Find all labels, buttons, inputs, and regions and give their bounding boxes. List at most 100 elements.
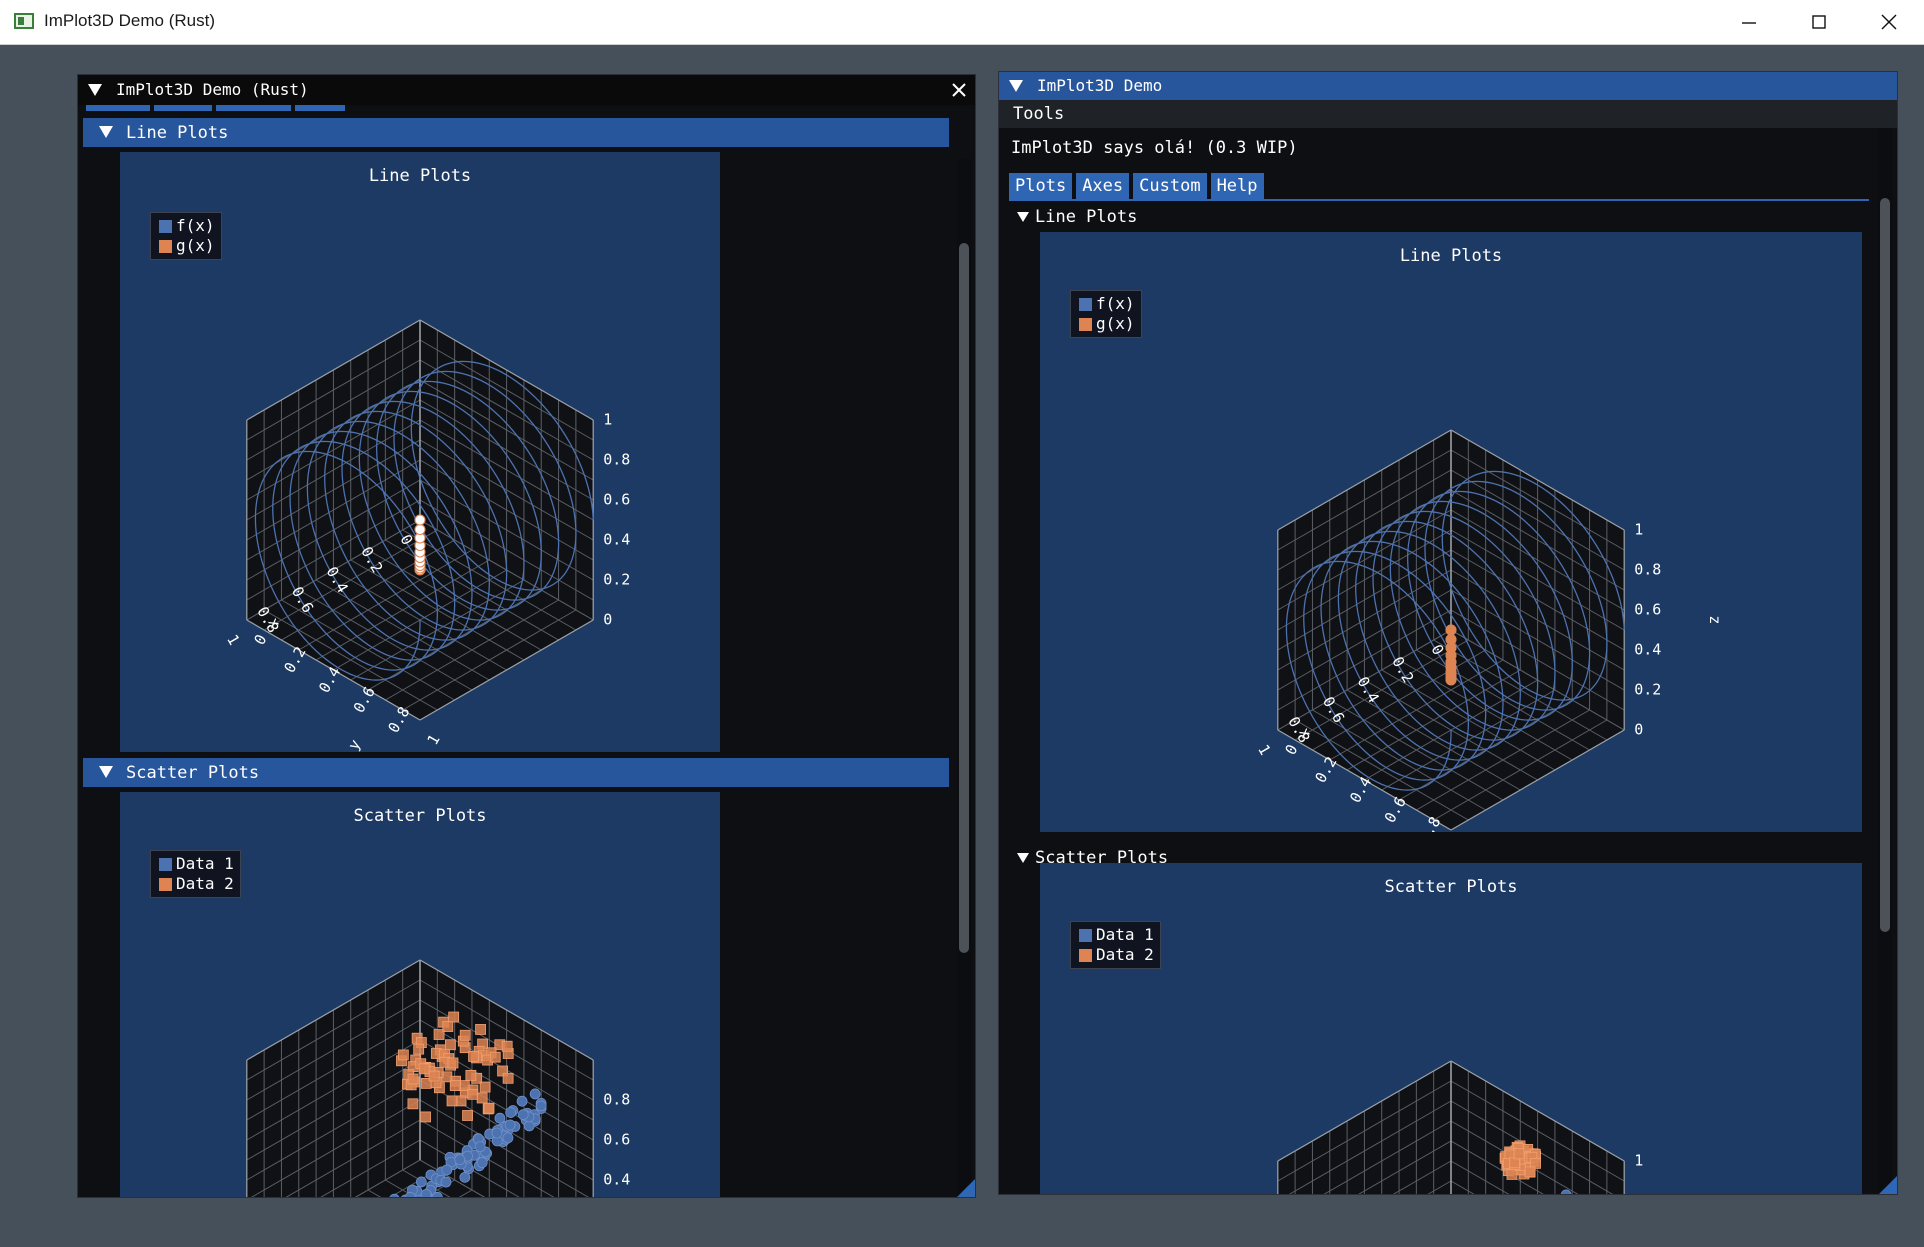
data2-point xyxy=(407,1098,419,1110)
left-window-title-bar[interactable]: ImPlot3D Demo (Rust) xyxy=(78,75,975,105)
grid-line xyxy=(419,379,594,481)
data1-point xyxy=(440,1176,452,1188)
plot-legend[interactable]: Data 1 Data 2 xyxy=(150,850,241,898)
g-series-marker xyxy=(1445,634,1457,645)
right-scrollbar[interactable] xyxy=(1878,128,1892,1192)
close-icon[interactable] xyxy=(951,82,967,98)
line-plots-header[interactable]: Line Plots xyxy=(1013,205,1873,231)
tab-help[interactable]: Help xyxy=(1210,173,1264,199)
plot-title: Scatter Plots xyxy=(1384,877,1518,897)
data2-point xyxy=(1513,1148,1525,1160)
tools-menu[interactable]: Tools xyxy=(1013,104,1065,124)
z-tick-label: 0 xyxy=(1634,721,1643,739)
z-tick-label: 0.4 xyxy=(1634,641,1661,659)
scatter-plots-header[interactable]: Scatter Plots xyxy=(83,758,949,787)
line-plot-3d[interactable]: Line Plots 0 0.2 0.4 0.6 0.8 1 0 0.2 0.4 0.6 0.8 1 0… xyxy=(120,152,720,752)
grid-line xyxy=(419,359,594,461)
data1-point xyxy=(516,1095,528,1107)
g-series-marker xyxy=(414,524,426,535)
tab-plots[interactable]: Plots xyxy=(1009,173,1073,199)
grid-line xyxy=(1346,689,1521,791)
collapse-icon[interactable] xyxy=(88,84,102,96)
scatter-plot-canvas[interactable]: 0.60.81 xyxy=(1040,863,1862,1194)
collapse-icon[interactable] xyxy=(1009,80,1023,92)
line-plot-3d[interactable]: Line Plots 0 0.2 0.4 0.6 0.8 1 0 0.2 0.4 0.6 0.8 1 0… xyxy=(1040,232,1862,832)
os-window-title: ImPlot3D Demo (Rust) xyxy=(44,11,215,30)
menu-bar: Tools xyxy=(999,100,1897,128)
greeting-text: ImPlot3D says olá! (0.3 WIP) xyxy=(1011,138,1298,158)
grid-line xyxy=(1450,1080,1625,1182)
g-series-marker xyxy=(414,514,426,526)
legend-entry-g[interactable]: g(x) xyxy=(159,236,215,256)
axis-edge xyxy=(1450,429,1625,531)
data2-point xyxy=(418,1063,430,1075)
legend-swatch xyxy=(159,877,172,891)
data2-point xyxy=(502,1072,514,1084)
data1-point xyxy=(491,1127,503,1139)
grid-line xyxy=(1450,1160,1510,1194)
data2-point xyxy=(397,1049,409,1061)
tab-bar-partial xyxy=(86,105,386,111)
left-scrollbar[interactable] xyxy=(957,159,971,1195)
data1-point xyxy=(414,1194,423,1197)
legend-entry-data2[interactable]: Data 2 xyxy=(159,874,234,894)
tab-axes[interactable]: Axes xyxy=(1076,173,1130,199)
grid-line xyxy=(1433,719,1608,821)
x-tick-label: 1 xyxy=(223,631,243,648)
legend-entry-g[interactable]: g(x) xyxy=(1079,314,1135,334)
grid-line xyxy=(1277,449,1452,551)
plot-legend[interactable]: f(x) g(x) xyxy=(1070,290,1142,338)
scrollbar-thumb[interactable] xyxy=(1880,198,1890,932)
g-series-marker xyxy=(1445,624,1457,636)
data1-point xyxy=(476,1157,488,1169)
legend-entry-data1[interactable]: Data 1 xyxy=(159,854,234,874)
right-window-title: ImPlot3D Demo xyxy=(1037,76,1163,95)
expand-icon xyxy=(1017,853,1029,863)
line-plots-header[interactable]: Line Plots xyxy=(83,118,949,147)
data1-point xyxy=(404,1191,416,1197)
scrollbar-thumb[interactable] xyxy=(959,243,969,953)
close-window-button[interactable] xyxy=(1854,0,1924,44)
data2-point xyxy=(501,1040,513,1052)
data2-point xyxy=(462,1110,473,1121)
data1-point xyxy=(454,1154,466,1166)
right-window-title-bar[interactable]: ImPlot3D Demo xyxy=(999,72,1897,100)
scatter-plot-3d[interactable]: Scatter Plots 0.60.81 Data 1 Data 2 xyxy=(1040,863,1862,1194)
grid-line xyxy=(246,339,421,441)
grid-line xyxy=(1294,719,1469,821)
legend-swatch xyxy=(159,219,172,233)
maximize-button[interactable] xyxy=(1784,0,1854,44)
resize-grip[interactable] xyxy=(1879,1176,1897,1194)
data2-point xyxy=(449,1080,461,1091)
data2-point xyxy=(428,1070,440,1082)
plot-legend[interactable]: f(x) g(x) xyxy=(150,212,222,260)
grid-line xyxy=(1450,509,1625,611)
minimize-button[interactable] xyxy=(1714,0,1784,44)
legend-entry-data1[interactable]: Data 1 xyxy=(1079,925,1154,945)
data2-point xyxy=(446,1095,458,1107)
grid-line xyxy=(246,999,421,1101)
z-tick-label: 1 xyxy=(603,411,612,429)
legend-entry-f[interactable]: f(x) xyxy=(159,216,215,236)
scatter-plot-3d[interactable]: Scatter Plots 0.20.40.60.8 Data 1 Data 2 xyxy=(120,792,720,1197)
z-tick-label: 0.8 xyxy=(1634,1192,1661,1195)
grid-line xyxy=(354,1159,421,1197)
legend-label: g(x) xyxy=(176,236,215,255)
z-tick-label: 0.8 xyxy=(603,451,630,469)
legend-entry-f[interactable]: f(x) xyxy=(1079,294,1135,314)
plot-legend[interactable]: Data 1 Data 2 xyxy=(1070,921,1161,969)
grid-line xyxy=(298,589,473,691)
scatter-plot-canvas[interactable]: 0.20.40.60.8 xyxy=(120,792,720,1197)
expand-icon xyxy=(1017,212,1029,222)
axis-edge xyxy=(246,959,421,1061)
data1-point xyxy=(502,1132,514,1144)
right-demo-window[interactable]: ImPlot3D Demo Tools ImPlot3D says olá! (… xyxy=(998,71,1898,1195)
resize-grip[interactable] xyxy=(957,1179,975,1197)
left-demo-window[interactable]: ImPlot3D Demo (Rust) Line Plots Line Plo… xyxy=(77,74,976,1198)
grid-line xyxy=(281,599,455,701)
legend-entry-data2[interactable]: Data 2 xyxy=(1079,945,1154,965)
grid-line xyxy=(419,1159,486,1197)
tab-custom[interactable]: Custom xyxy=(1133,173,1207,199)
